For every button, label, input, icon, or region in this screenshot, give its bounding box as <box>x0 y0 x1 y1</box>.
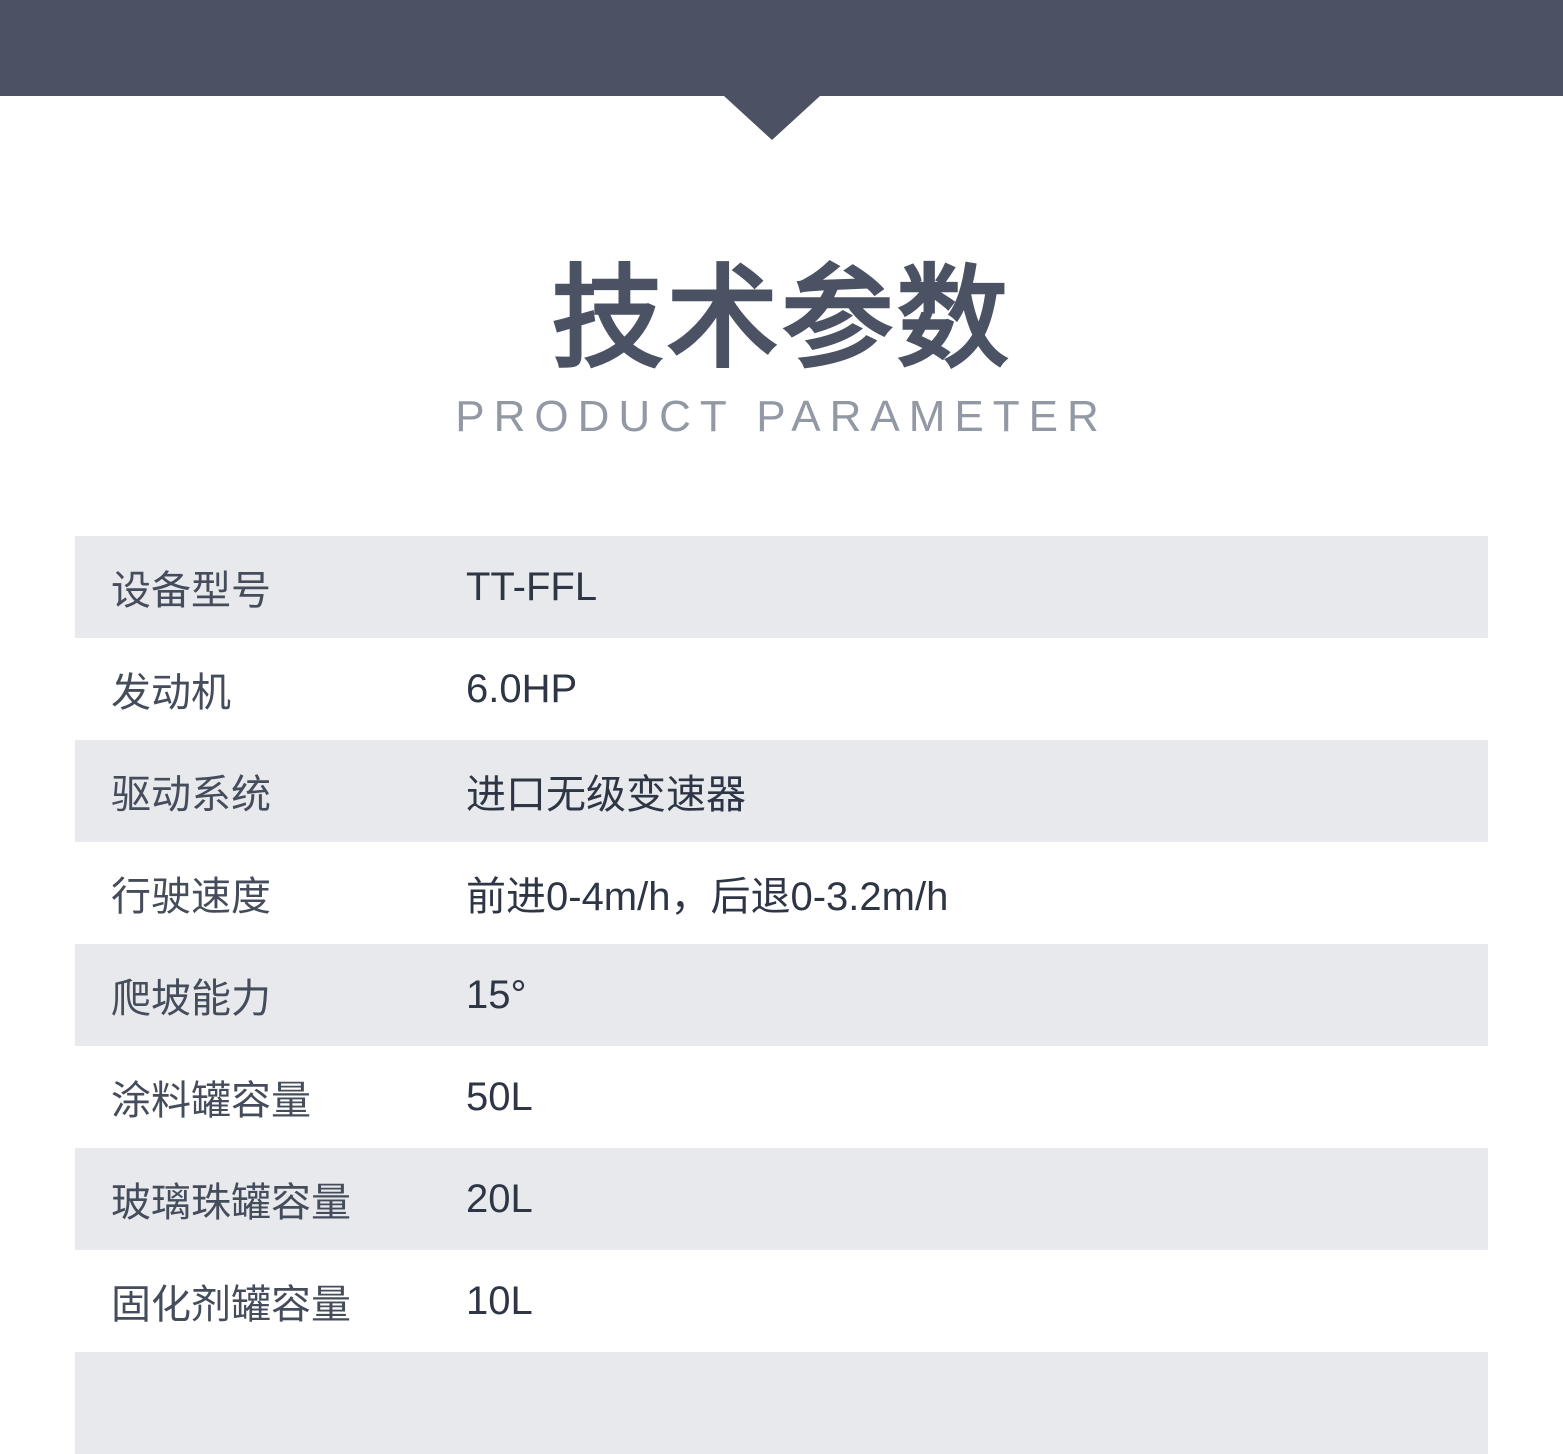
spec-value: 前进0-4m/h，后退0-3.2m/h <box>466 875 949 919</box>
section-subtitle: PRODUCT PARAMETER <box>455 392 1108 442</box>
spec-value: 10L <box>466 1278 533 1323</box>
title-block: 技术参数 PRODUCT PARAMETER <box>0 253 1563 442</box>
spec-label: 爬坡能力 <box>111 977 271 1021</box>
section-title: 技术参数 <box>551 256 1012 381</box>
spec-row: 发动机 6.0HP <box>75 638 1488 740</box>
spec-value: 6.0HP <box>466 666 578 711</box>
spec-value: TT-FFL <box>466 564 598 609</box>
spec-row: 行驶速度 前进0-4m/h，后退0-3.2m/h <box>75 842 1488 944</box>
spec-value: 15° <box>466 972 527 1017</box>
spec-row: 设备型号 TT-FFL <box>75 536 1488 638</box>
spec-label: 涂料罐容量 <box>111 1079 311 1123</box>
spec-label: 驱动系统 <box>111 773 271 817</box>
header-band <box>0 0 1563 96</box>
spec-row: 驱动系统 进口无级变速器 <box>75 740 1488 842</box>
spec-label: 固化剂罐容量 <box>111 1283 351 1327</box>
spec-label: 行驶速度 <box>111 875 271 919</box>
spec-value: 20L <box>466 1176 533 1221</box>
spec-value: 进口无级变速器 <box>466 773 746 817</box>
spec-row <box>75 1352 1488 1454</box>
spec-row: 涂料罐容量 50L <box>75 1046 1488 1148</box>
spec-table: 设备型号 TT-FFL 发动机 6.0HP 驱动系统 进口无级变速器 行驶速度 … <box>75 536 1488 1454</box>
spec-label: 发动机 <box>111 671 231 715</box>
spec-row: 固化剂罐容量 10L <box>75 1250 1488 1352</box>
spec-row: 爬坡能力 15° <box>75 944 1488 1046</box>
spec-label: 玻璃珠罐容量 <box>111 1181 351 1225</box>
spec-label: 设备型号 <box>111 569 271 613</box>
chevron-down-pointer <box>724 96 820 140</box>
spec-value: 50L <box>466 1074 533 1119</box>
spec-row: 玻璃珠罐容量 20L <box>75 1148 1488 1250</box>
